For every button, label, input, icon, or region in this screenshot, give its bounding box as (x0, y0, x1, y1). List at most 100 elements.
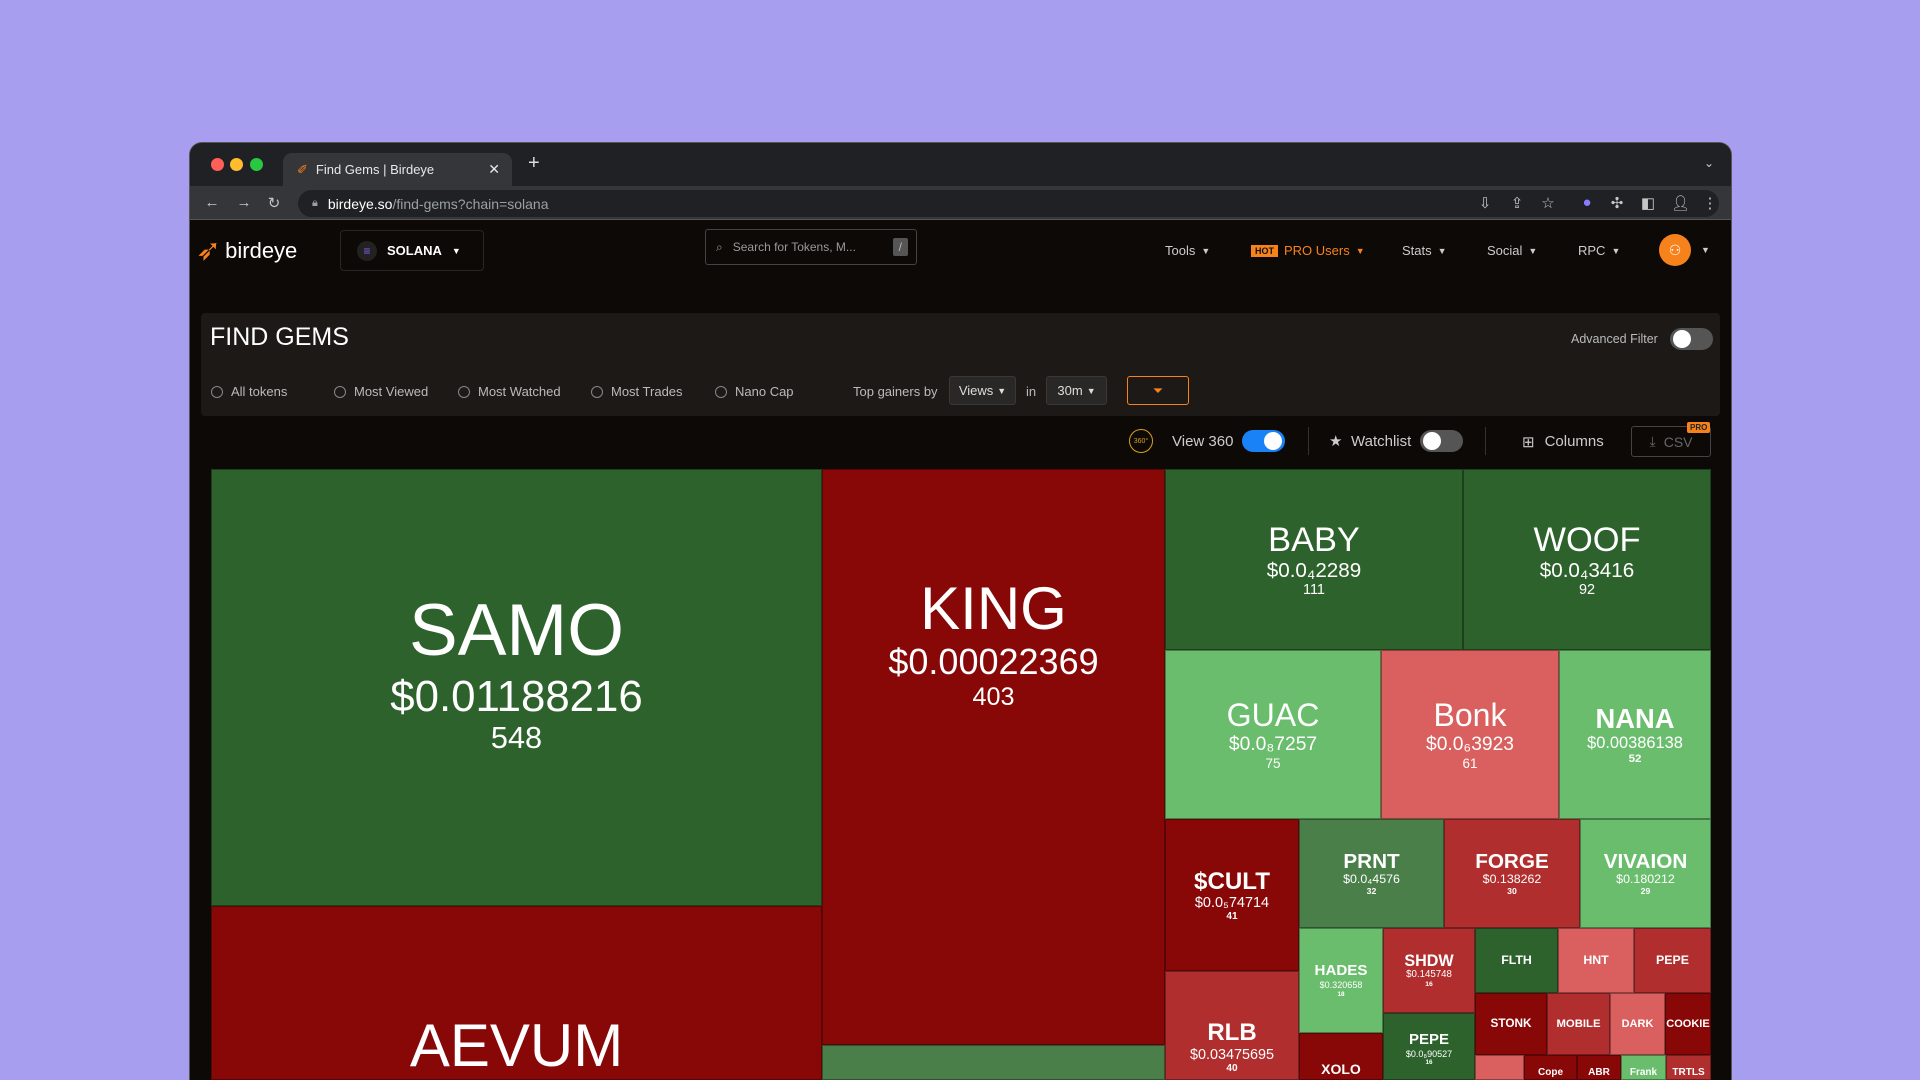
caret-down-icon: ▼ (1611, 245, 1621, 256)
chevron-down-icon: ▼ (451, 245, 461, 256)
tile-name: ABR (1588, 1067, 1610, 1078)
new-tab-button[interactable]: + (528, 152, 540, 174)
reload-icon[interactable]: ↻ (267, 195, 281, 212)
extension-icon[interactable]: ● (1582, 194, 1592, 211)
treemap-tile[interactable] (822, 1045, 1165, 1080)
bookmark-star-icon[interactable]: ☆ (1541, 195, 1555, 212)
back-icon[interactable]: ← (204, 194, 220, 211)
treemap-tile[interactable]: MOBILE (1547, 993, 1610, 1055)
user-icon: ⚇ (1668, 241, 1682, 258)
close-tab-icon[interactable]: ✕ (488, 161, 500, 177)
url-field[interactable]: 🔒︎ birdeye.so/find-gems?chain=solana (298, 190, 1719, 217)
treemap-tile[interactable]: XOLO (1299, 1033, 1383, 1080)
csv-export-button[interactable]: ⤓ CSV (1631, 426, 1711, 457)
timeframe-select[interactable]: 30m ▼ (1046, 376, 1107, 405)
treemap-tile[interactable]: COOKIE (1665, 993, 1711, 1055)
tile-price: $0.00022369 (888, 641, 1099, 683)
search-input[interactable]: Search for Tokens, M... (732, 240, 856, 254)
treemap-tile[interactable]: HNT (1558, 928, 1634, 993)
caret-down-icon: ▼ (997, 385, 1007, 396)
treemap-tile[interactable]: VIVAION $0.180212 29 (1580, 819, 1711, 928)
tab-list-chevron-icon[interactable]: ⌄ (1704, 156, 1715, 170)
top-gainers-label: Top gainers by (853, 384, 938, 399)
treemap-tile[interactable]: WOOF $0.0₄3416 92 (1463, 469, 1711, 650)
treemap-tile[interactable]: FORGE $0.138262 30 (1444, 819, 1580, 928)
tile-price: $0.00386138 (1587, 734, 1683, 753)
treemap-tile[interactable]: FLTH (1475, 928, 1558, 993)
treemap-tile[interactable]: NANA $0.00386138 52 (1559, 650, 1711, 819)
advanced-filter-toggle[interactable] (1670, 328, 1713, 350)
tile-name: Bonk (1433, 697, 1507, 734)
hot-badge: HOT (1251, 244, 1278, 257)
minimize-window-button[interactable] (230, 158, 243, 171)
chain-label: SOLANA (387, 243, 442, 258)
treemap-tile[interactable]: ABR (1577, 1055, 1621, 1080)
treemap-tile[interactable]: Bonk $0.0₆3923 61 (1381, 650, 1559, 819)
pro-badge: PRO (1687, 422, 1711, 433)
treemap-tile[interactable]: SHDW $0.145748 16 (1383, 928, 1475, 1013)
treemap-tile[interactable]: PEPE (1634, 928, 1711, 993)
browser-menu-icon[interactable]: ⋮ (1702, 195, 1718, 212)
radio-nano-cap[interactable]: Nano Cap (715, 384, 794, 399)
nav-pro-users[interactable]: HOT PRO Users ▼ (1251, 243, 1365, 258)
treemap-tile[interactable]: PEPE $0.0₈90527 16 (1383, 1013, 1475, 1080)
tile-price: $0.0₄2289 (1266, 559, 1362, 583)
tile-price: $0.0₆3923 (1426, 734, 1514, 756)
forward-icon[interactable]: → (236, 194, 252, 211)
address-bar-row: ← → ↻ 🔒︎ birdeye.so/find-gems?chain=sola… (190, 186, 1731, 220)
filter-button[interactable]: ⏷ (1127, 376, 1189, 405)
view360-toggle[interactable] (1242, 430, 1285, 452)
tile-name: AEVUM (409, 1012, 624, 1079)
radio-most-viewed[interactable]: Most Viewed (334, 384, 428, 399)
treemap-tile[interactable]: DARK (1610, 993, 1665, 1055)
treemap-tile[interactable]: RLB $0.03475695 40 (1165, 971, 1299, 1080)
share-icon[interactable]: ⇪ (1510, 195, 1524, 212)
tile-name: VIVAION (1603, 850, 1688, 874)
in-label: in (1026, 384, 1037, 399)
chain-selector[interactable]: ≡ SOLANA ▼ (340, 230, 484, 271)
nav-social[interactable]: Social ▼ (1487, 243, 1537, 258)
radio-most-watched[interactable]: Most Watched (458, 384, 561, 399)
extensions-puzzle-icon[interactable]: ✣ (1610, 195, 1624, 212)
treemap-tile[interactable]: GUAC $0.0₈7257 75 (1165, 650, 1381, 819)
profile-icon[interactable]: 👤︎ (1671, 195, 1691, 212)
search-box[interactable]: ⌕ Search for Tokens, M... / (705, 229, 917, 265)
nav-label: RPC (1578, 243, 1606, 258)
tile-name: TRTLS (1672, 1067, 1705, 1078)
treemap-tile[interactable]: PRNT $0.0₄4576 32 (1299, 819, 1444, 928)
sidebar-icon[interactable]: ◧ (1640, 195, 1656, 212)
treemap-tile[interactable]: TRTLS (1666, 1055, 1711, 1080)
radio-all-tokens[interactable]: All tokens (211, 384, 287, 399)
treemap-tile[interactable]: STONK (1475, 993, 1547, 1055)
account-caret-icon[interactable]: ▼ (1701, 245, 1710, 255)
browser-tab[interactable]: ✐ Find Gems | Birdeye ✕ (283, 153, 512, 186)
treemap-tile[interactable]: HADES $0.320658 18 (1299, 928, 1383, 1033)
treemap-tile[interactable]: Frank (1621, 1055, 1666, 1080)
download-icon: ⤓ (1649, 433, 1656, 449)
treemap-tile[interactable] (1475, 1055, 1524, 1080)
watchlist-toggle[interactable] (1420, 430, 1463, 452)
nav-tools[interactable]: Tools ▼ (1165, 243, 1210, 258)
treemap-tile[interactable]: KING $0.00022369 403 (822, 469, 1165, 1045)
close-window-button[interactable] (211, 158, 224, 171)
treemap-tile[interactable]: Cope (1524, 1055, 1577, 1080)
nav-stats[interactable]: Stats ▼ (1402, 243, 1447, 258)
treemap-tile[interactable]: SAMO $0.01188216 548 (211, 469, 822, 906)
radio-most-trades[interactable]: Most Trades (591, 384, 683, 399)
caret-down-icon: ▼ (1437, 245, 1447, 256)
treemap-tile[interactable]: BABY $0.0₄2289 111 (1165, 469, 1463, 650)
columns-button[interactable]: ⊞ Columns (1522, 433, 1604, 451)
maximize-window-button[interactable] (250, 158, 263, 171)
tile-price: $0.138262 (1482, 872, 1542, 887)
tile-price: $0.145748 (1406, 969, 1452, 981)
nav-label: Stats (1402, 243, 1432, 258)
url-path: /find-gems?chain=solana (392, 195, 549, 212)
user-avatar[interactable]: ⚇ (1659, 234, 1691, 266)
gainers-metric-select[interactable]: Views ▼ (949, 376, 1016, 405)
treemap-tile[interactable]: $CULT $0.0₅74714 41 (1165, 819, 1299, 971)
nav-rpc[interactable]: RPC ▼ (1578, 243, 1620, 258)
divider (1308, 427, 1309, 455)
birdeye-logo[interactable]: ➶ birdeye (196, 233, 297, 268)
install-icon[interactable]: ⇩ (1478, 195, 1492, 212)
treemap-tile[interactable]: AEVUM (211, 906, 822, 1080)
